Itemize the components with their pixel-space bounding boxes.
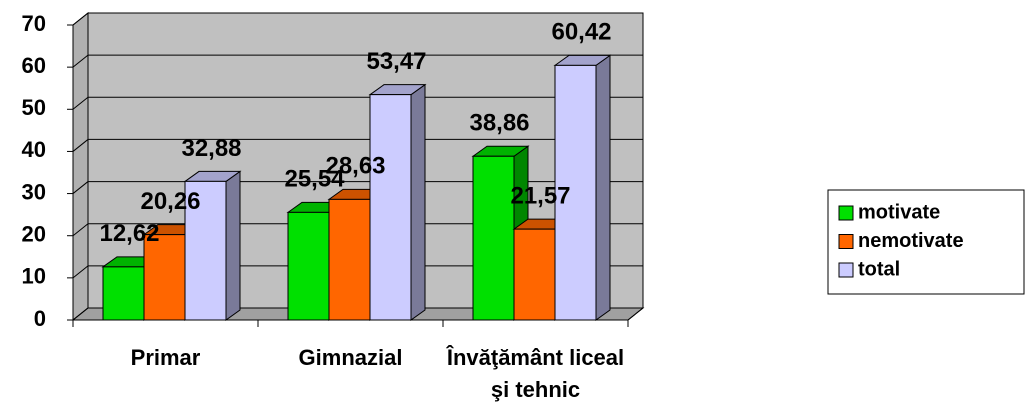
legend-box bbox=[827, 189, 1025, 295]
bar-side bbox=[225, 170, 241, 321]
bar bbox=[368, 83, 427, 321]
data-label: 53,47 bbox=[366, 48, 426, 75]
grid-line bbox=[72, 181, 89, 194]
x-tick-label: Gimnazial bbox=[298, 345, 403, 370]
side-wall bbox=[72, 11, 89, 322]
y-tick-label: 0 bbox=[34, 306, 46, 331]
data-label: 25,54 bbox=[284, 166, 345, 193]
bar-front bbox=[287, 211, 330, 321]
grid-line bbox=[72, 96, 89, 110]
x-tick-label: Primar bbox=[130, 345, 201, 370]
bar-front bbox=[184, 180, 227, 321]
bar-front bbox=[102, 266, 145, 321]
legend-label: nemotivate bbox=[858, 230, 964, 252]
bar-front bbox=[328, 198, 371, 321]
grid-line bbox=[72, 307, 89, 321]
bar-side bbox=[410, 83, 426, 321]
y-tick-label: 60 bbox=[22, 53, 46, 78]
data-label: 21,57 bbox=[510, 182, 570, 209]
y-tick-label: 30 bbox=[22, 179, 46, 204]
legend-swatch bbox=[838, 234, 854, 249]
data-label: 32,88 bbox=[181, 135, 241, 162]
legend-swatch bbox=[838, 262, 854, 278]
grid-line bbox=[72, 12, 89, 26]
legend-label: total bbox=[858, 258, 900, 280]
bar bbox=[553, 54, 612, 321]
bar-front bbox=[513, 228, 556, 321]
y-tick-label: 10 bbox=[22, 264, 46, 289]
grid-line bbox=[72, 139, 89, 152]
y-tick-label: 20 bbox=[22, 222, 46, 247]
grid-line bbox=[72, 223, 89, 237]
x-tick-label: Învăţământ liceal şi tehnic bbox=[446, 345, 625, 402]
grid-line bbox=[72, 54, 89, 68]
data-label: 12,62 bbox=[99, 220, 159, 247]
data-label: 20,26 bbox=[140, 188, 200, 215]
legend-swatch bbox=[838, 205, 854, 221]
bar-front bbox=[369, 94, 412, 321]
data-label: 28,63 bbox=[325, 153, 385, 180]
data-label: 38,86 bbox=[469, 110, 529, 137]
bar-front bbox=[472, 155, 515, 321]
bar-side bbox=[595, 54, 611, 321]
y-tick-label: 70 bbox=[22, 11, 46, 36]
y-tick-label: 50 bbox=[22, 95, 46, 120]
legend-label: motivate bbox=[858, 201, 940, 223]
right-tick bbox=[627, 307, 644, 321]
y-tick-label: 40 bbox=[22, 137, 46, 162]
data-label: 60,42 bbox=[551, 19, 611, 46]
bar-front bbox=[143, 234, 186, 321]
bar-front bbox=[554, 64, 597, 321]
grid-line bbox=[72, 265, 89, 279]
bar bbox=[183, 170, 242, 321]
